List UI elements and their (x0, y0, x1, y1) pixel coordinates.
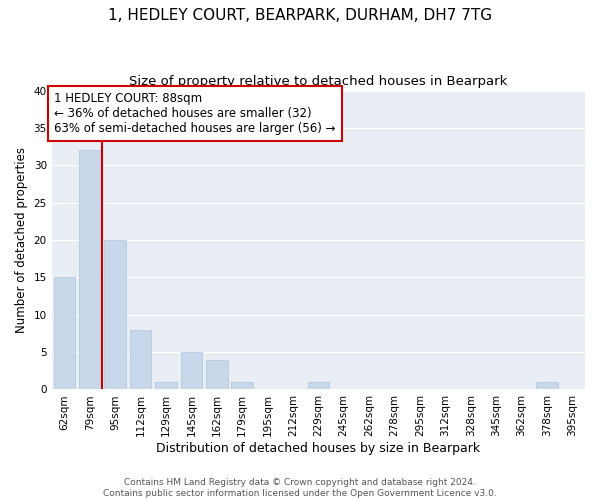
Bar (130, 330, 151, 390)
Bar (79, 150, 101, 390)
Y-axis label: Number of detached properties: Number of detached properties (15, 147, 28, 333)
Bar (206, 360, 227, 390)
Title: Size of property relative to detached houses in Bearpark: Size of property relative to detached ho… (129, 75, 508, 88)
Bar (308, 382, 329, 390)
Bar (104, 240, 126, 390)
Bar (53, 278, 75, 390)
Bar (232, 382, 253, 390)
X-axis label: Distribution of detached houses by size in Bearpark: Distribution of detached houses by size … (156, 442, 481, 455)
Bar (536, 382, 557, 390)
Bar (155, 382, 177, 390)
Bar (181, 352, 202, 390)
Text: 1, HEDLEY COURT, BEARPARK, DURHAM, DH7 7TG: 1, HEDLEY COURT, BEARPARK, DURHAM, DH7 7… (108, 8, 492, 22)
Text: Contains HM Land Registry data © Crown copyright and database right 2024.
Contai: Contains HM Land Registry data © Crown c… (103, 478, 497, 498)
Text: 1 HEDLEY COURT: 88sqm
← 36% of detached houses are smaller (32)
63% of semi-deta: 1 HEDLEY COURT: 88sqm ← 36% of detached … (55, 92, 336, 135)
